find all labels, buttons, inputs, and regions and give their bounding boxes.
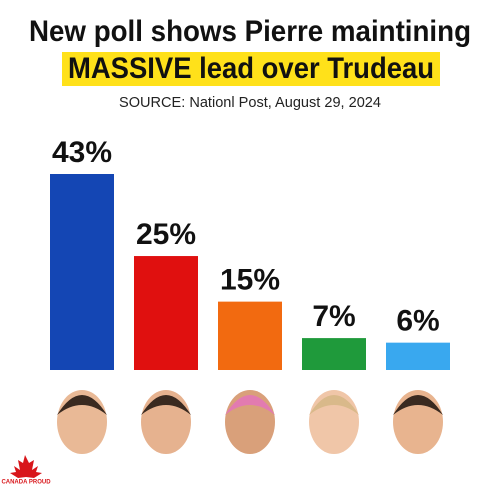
- bar: [302, 338, 366, 370]
- chart-title: New poll shows Pierre maintining: [29, 15, 471, 48]
- candidate-hair: [393, 395, 443, 415]
- candidate-hair: [225, 395, 275, 415]
- maple-leaf: [10, 455, 42, 478]
- chart-subtitle: SOURCE: Nationl Post, August 29, 2024: [119, 94, 381, 111]
- data-label: 7%: [312, 300, 355, 333]
- bar: [50, 174, 114, 370]
- data-label: 15%: [220, 264, 280, 297]
- bar: [134, 256, 198, 370]
- logo: CANADA PROUD: [1, 455, 51, 486]
- data-label: 43%: [52, 136, 112, 169]
- candidate-hair: [141, 395, 191, 415]
- data-label: 6%: [396, 305, 439, 338]
- candidate-hair: [309, 395, 359, 415]
- title-highlight: [62, 52, 440, 86]
- candidate-hair: [57, 395, 107, 415]
- logo-text: CANADA PROUD: [1, 480, 51, 486]
- bar: [386, 342, 450, 370]
- data-label: 25%: [136, 218, 196, 251]
- bar: [218, 301, 282, 370]
- chart-title-highlighted: MASSIVE lead over Trudeau: [68, 52, 434, 85]
